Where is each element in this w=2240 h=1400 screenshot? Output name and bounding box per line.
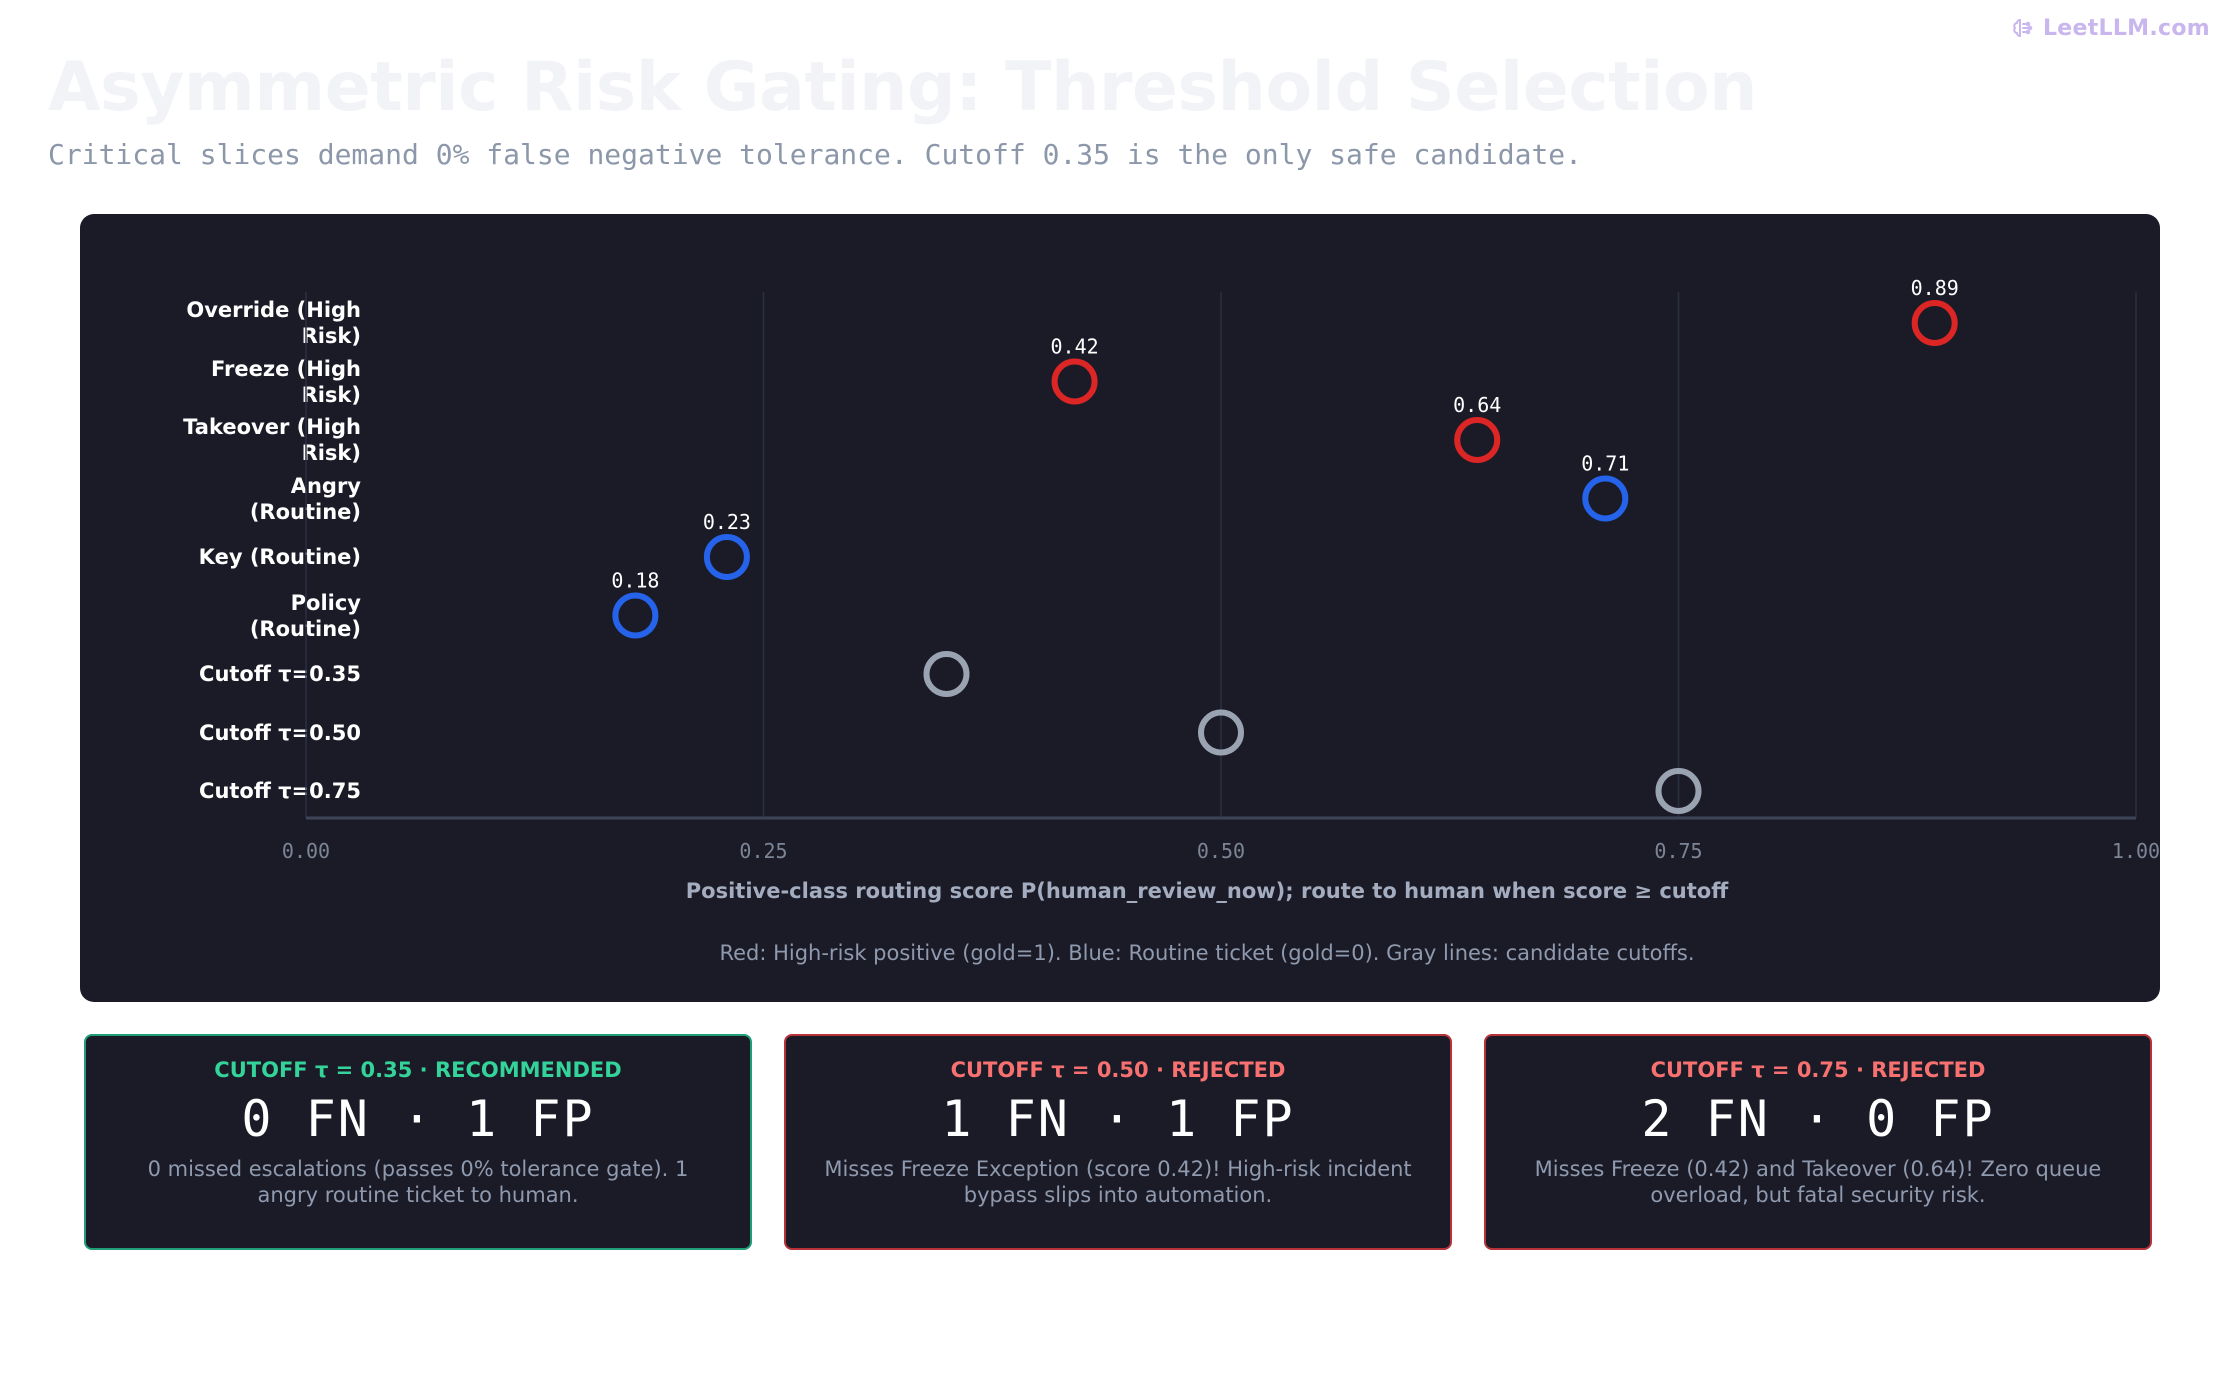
routine-point <box>612 592 659 639</box>
x-tick-label: 1.00 <box>2112 839 2160 863</box>
brand-text: LeetLLM.com <box>2042 16 2210 41</box>
cutoff-card-rejected: CUTOFF τ = 0.75 · REJECTED 2 FN · 0 FP Mis… <box>1484 1034 2152 1250</box>
data-label: 0.64 <box>1453 393 1501 417</box>
chart-panel: Override (High Risk) Freeze (High Risk) Take… <box>80 214 2160 1002</box>
high-risk-point <box>1454 417 1501 463</box>
y-tick-label: Cutoff τ=0.50 <box>199 720 361 745</box>
brain-icon <box>2013 18 2033 37</box>
data-label: 0.42 <box>1051 335 1099 359</box>
x-tick-label: 0.50 <box>1197 839 1245 863</box>
y-tick-label: Override (High Risk) <box>186 298 361 348</box>
page-title: Asymmetric Risk Gating: Threshold Select… <box>48 48 1758 127</box>
data-label: 0.89 <box>1911 276 1959 300</box>
cutoff-marker <box>1198 709 1244 756</box>
cutoff-card-recommended: CUTOFF τ = 0.35 · RECOMMENDED 0 FN · 1 FP… <box>84 1034 752 1250</box>
y-tick-label: Takeover (High Risk) <box>183 415 361 465</box>
high-risk-point <box>1051 358 1098 405</box>
cutoff-cards: CUTOFF τ = 0.35 · RECOMMENDED 0 FN · 1 FP… <box>84 1034 2156 1254</box>
x-tick-label: 0.25 <box>739 839 787 863</box>
y-tick-label: Freeze (High Risk) <box>211 356 361 407</box>
card-description: Misses Freeze (0.42) and Takeover (0.64)… <box>1534 1157 2102 1207</box>
grid-lines <box>762 292 2137 818</box>
card-heading: CUTOFF τ = 0.50 · REJECTED <box>950 1058 1286 1082</box>
y-tick-label: Cutoff τ=0.75 <box>199 779 361 803</box>
page-subtitle: Critical slices demand 0% false negative… <box>48 138 1583 171</box>
brand-watermark: LeetLLM.com <box>2011 16 2210 41</box>
data-label: 0.18 <box>611 569 659 593</box>
cutoff-marker <box>923 651 970 697</box>
card-heading: CUTOFF τ = 0.75 · REJECTED <box>1650 1058 1986 1082</box>
chart-texts: Positive-class routing score P(human_rev… <box>611 276 1958 965</box>
data-label: 0.71 <box>1581 452 1629 476</box>
data-points <box>612 300 1958 814</box>
x-tick-label: 0.00 <box>282 839 330 863</box>
high-risk-point <box>1911 300 1958 346</box>
card-metric: 0 FN · 1 FP <box>241 1090 595 1148</box>
card-description: Misses Freeze Exception (score 0.42)! Hi… <box>824 1157 1412 1207</box>
x-axis: 0.00 0.25 0.50 0.75 1.00 <box>282 292 2160 863</box>
cutoff-marker <box>1655 768 1702 814</box>
y-tick-label: Key (Routine) <box>198 545 361 569</box>
routine-point <box>1582 475 1629 522</box>
legend-note: Red: High-risk positive (gold=1). Blue: … <box>719 941 1694 965</box>
scatter-chart: 0.00 0.25 0.50 0.75 1.00 Positive-class rout… <box>282 276 2160 965</box>
routine-point <box>703 534 750 580</box>
cutoff-card-rejected: CUTOFF τ = 0.50 · REJECTED 1 FN · 1 FP Mis… <box>784 1034 1452 1250</box>
card-metric: 1 FN · 1 FP <box>941 1090 1295 1148</box>
x-tick-label: 0.75 <box>1654 839 1702 863</box>
data-label: 0.23 <box>703 510 751 534</box>
card-heading: CUTOFF τ = 0.35 · RECOMMENDED <box>214 1058 622 1082</box>
card-description: 0 missed escalations (passes 0% toleranc… <box>147 1157 689 1207</box>
card-metric: 2 FN · 0 FP <box>1641 1090 1995 1148</box>
y-tick-label: Cutoff τ=0.35 <box>199 662 361 686</box>
x-axis-title: Positive-class routing score P(human_rev… <box>686 879 1729 903</box>
